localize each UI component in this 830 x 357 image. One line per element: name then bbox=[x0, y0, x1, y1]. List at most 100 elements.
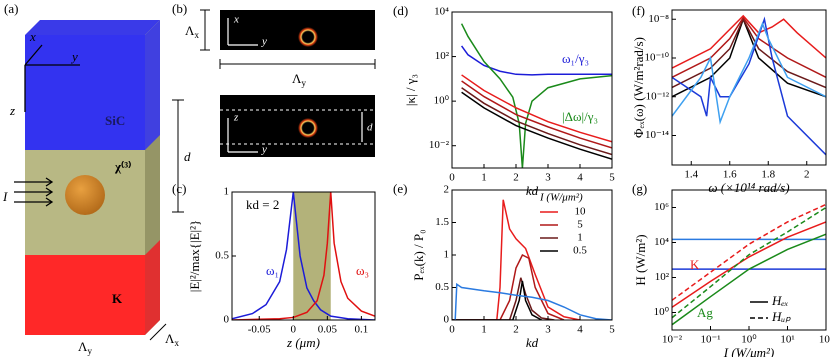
series-line bbox=[460, 23, 612, 168]
panel-label: (e) bbox=[393, 181, 407, 196]
series-line bbox=[672, 16, 826, 79]
x-tick-label: 2 bbox=[513, 324, 519, 336]
i-label: I bbox=[2, 189, 8, 204]
panel-label: (d) bbox=[393, 3, 408, 18]
legend-label: Hᵤₚ bbox=[771, 309, 791, 324]
x-tick-label: 0.05 bbox=[318, 324, 338, 336]
lambda-y: Λy bbox=[78, 339, 92, 356]
x-tick-label: 4 bbox=[577, 324, 583, 336]
y-tick-label: 10⁴ bbox=[434, 6, 449, 18]
sic-layer bbox=[25, 35, 145, 150]
x-tick-label: 0 bbox=[291, 324, 297, 336]
x-tick-label: -0.05 bbox=[248, 324, 271, 336]
y-tick-label: 10² bbox=[655, 271, 670, 283]
plot-frame bbox=[451, 11, 613, 169]
shaded-region bbox=[293, 192, 331, 320]
d-label: d bbox=[184, 149, 191, 164]
x-tick-label: 2 bbox=[804, 169, 810, 181]
axis-y: y bbox=[261, 36, 267, 48]
field-map bbox=[220, 95, 375, 157]
y-tick-label: 10⁻¹² bbox=[646, 90, 670, 102]
y-tick-label: 2 bbox=[444, 184, 450, 196]
symbol: Λ bbox=[78, 339, 88, 354]
field-ring bbox=[298, 118, 318, 138]
x-tick-label: 0 bbox=[449, 172, 455, 184]
series-line bbox=[672, 17, 826, 89]
series-line bbox=[452, 253, 565, 320]
side-k bbox=[145, 240, 160, 335]
series-label: ω₃ bbox=[356, 263, 369, 278]
series-line bbox=[672, 206, 826, 319]
series-label: |Δω|/γ₃ bbox=[562, 109, 598, 124]
y-tick-label: 10⁰ bbox=[434, 95, 450, 107]
pump-arrows bbox=[14, 177, 54, 207]
axis-x: x bbox=[29, 29, 36, 44]
panel-label: (g) bbox=[632, 181, 647, 196]
subscript: x bbox=[194, 30, 199, 40]
axis-z: z bbox=[9, 103, 15, 118]
x-tick-label: 10⁻² bbox=[662, 334, 683, 346]
field-ring bbox=[298, 27, 318, 47]
y-tick-label: 0 bbox=[224, 314, 230, 326]
panel-label: (a) bbox=[4, 1, 18, 16]
ly-bracket bbox=[219, 59, 376, 69]
y-axis-label: Φₑₓ(ω) (W/m²rad/s) bbox=[631, 37, 646, 138]
y-tick-label: 10² bbox=[435, 50, 450, 62]
y-tick-label: 10⁻¹⁰ bbox=[644, 52, 669, 64]
panel-a: (a) x y z SiC χ⁽³⁾ K d I Λx Λy bbox=[2, 1, 191, 356]
y-tick-label: 0.5 bbox=[435, 281, 449, 293]
series-line bbox=[672, 14, 826, 69]
x-axis-label: I (W/μm²) bbox=[723, 345, 775, 357]
subscript: y bbox=[301, 78, 306, 88]
axis-z: z bbox=[233, 112, 239, 124]
y-axis-label: |E|²/max{|E|²} bbox=[187, 220, 202, 293]
series-line bbox=[232, 192, 375, 320]
legend-label: 1 bbox=[577, 232, 583, 244]
field-map bbox=[220, 10, 375, 50]
y-tick-label: 1 bbox=[224, 186, 230, 198]
axis-x: x bbox=[233, 14, 239, 26]
subscript: y bbox=[87, 346, 92, 356]
y-axis-label: H (W/m²) bbox=[633, 234, 648, 285]
layer-label: χ⁽³⁾ bbox=[114, 159, 131, 174]
d-label: d bbox=[367, 122, 373, 134]
axis-y: y bbox=[261, 144, 267, 156]
panel-label: (f) bbox=[632, 3, 645, 18]
plot-frame bbox=[451, 189, 613, 321]
y-tick-label: 10⁻⁸ bbox=[648, 13, 669, 25]
annotation: kd = 2 bbox=[246, 197, 279, 212]
lx-bracket bbox=[200, 9, 210, 51]
d-bracket bbox=[172, 99, 184, 213]
series-line bbox=[460, 45, 612, 76]
layer-label: K bbox=[112, 291, 123, 306]
y-axis-label: |κ| / γ₃ bbox=[403, 74, 418, 106]
axes-b2 bbox=[227, 112, 363, 153]
symbol: Λ bbox=[185, 23, 195, 38]
panel-label: (c) bbox=[172, 181, 186, 196]
y-tick-label: 0 bbox=[444, 314, 450, 326]
lx-bracket bbox=[149, 323, 167, 341]
x-tick-label: 1.4 bbox=[684, 169, 698, 181]
sphere bbox=[65, 175, 105, 215]
side-sic bbox=[145, 20, 160, 150]
subscript: x bbox=[174, 338, 179, 348]
top-face bbox=[25, 20, 160, 35]
x-axis-label: kd bbox=[526, 335, 539, 350]
y-axis-label: Pₑₓ(k) / P₀ bbox=[411, 229, 426, 280]
annotation: K bbox=[690, 257, 700, 272]
x-tick-label: 0 bbox=[449, 324, 455, 336]
lambda-y: Λy bbox=[292, 71, 306, 88]
series-line bbox=[461, 91, 612, 160]
k-layer bbox=[25, 255, 145, 335]
axes-a bbox=[24, 44, 80, 112]
lambda-x: Λx bbox=[185, 23, 199, 40]
x-tick-label: 1 bbox=[481, 324, 487, 336]
series-line bbox=[452, 199, 581, 320]
y-tick-label: 10⁻¹⁴ bbox=[645, 129, 669, 141]
x-tick-label: 3 bbox=[545, 172, 551, 184]
legend-label: 0.5 bbox=[573, 245, 587, 257]
legend-label: Hₑₓ bbox=[771, 293, 789, 308]
series-line bbox=[461, 87, 612, 156]
x-tick-label: 10¹ bbox=[780, 334, 794, 346]
